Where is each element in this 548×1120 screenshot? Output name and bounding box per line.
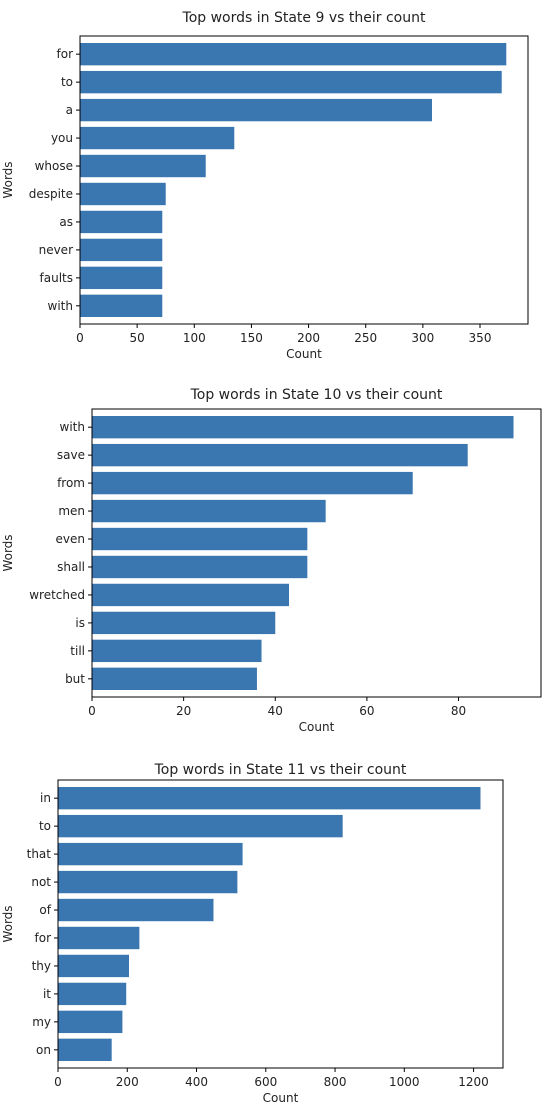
plot-frame [79,35,529,325]
bar-not [58,870,238,894]
y-tick-label: for [57,47,74,61]
x-tick-label: 250 [354,331,377,345]
y-tick-label: of [39,903,51,917]
bar-thy [58,954,129,978]
y-tick-label: but [65,672,85,686]
y-tick-label: men [58,504,85,518]
bar-to [80,70,502,94]
y-tick-label: in [40,791,51,805]
bar-my [58,1010,123,1034]
y-tick-label: never [39,243,73,257]
chart-title: Top words in State 9 vs their count [182,10,426,26]
x-tick-label: 60 [359,704,374,718]
x-tick-label: 600 [254,1075,277,1089]
bar-on [58,1038,112,1062]
bar-whose [80,154,206,178]
x-tick-label: 0 [76,331,84,345]
bar-as [80,210,163,234]
bar-to [58,814,343,838]
chart-1: Top words in State 9 vs their count for to… [1,10,529,361]
y-tick-label: not [31,875,51,889]
y-tick-label: to [39,819,51,833]
bar-but [92,667,257,691]
y-tick-label: to [61,75,73,89]
bar-even [92,527,308,551]
y-tick-label: for [35,931,52,945]
y-tick-label: with [60,420,85,434]
bar-despite [80,182,166,206]
chart-2: Top words in State 10 vs their count with… [1,387,542,734]
bar-men [92,499,326,523]
y-tick-label: it [43,987,51,1001]
x-tick-label: 40 [268,704,283,718]
x-axis-label: Count [286,347,322,361]
x-tick-label: 350 [469,331,492,345]
y-axis-label: Words [1,905,15,942]
x-tick-label: 150 [240,331,263,345]
x-tick-label: 100 [183,331,206,345]
bar-for [80,42,507,66]
chart-title: Top words in State 10 vs their count [190,387,443,403]
bar-of [58,898,214,922]
y-tick-label: is [75,616,85,630]
y-tick-label: even [56,532,85,546]
chart-title: Top words in State 11 vs their count [154,762,407,778]
x-tick-label: 400 [185,1075,208,1089]
y-tick-label: you [51,131,73,145]
x-axis-label: Count [299,720,335,734]
y-axis-label: Words [1,161,15,198]
x-tick-label: 300 [411,331,434,345]
y-tick-label: from [57,476,85,490]
y-tick-label: shall [57,560,85,574]
x-tick-label: 200 [297,331,320,345]
x-tick-label: 0 [88,704,96,718]
bar-a [80,98,432,122]
bar-with [92,415,514,439]
bar-in [58,786,481,810]
chart-3: Top words in State 11 vs their count in to… [1,762,504,1105]
bar-shall [92,555,308,579]
bar-wretched [92,583,290,607]
bar-faults [80,266,163,290]
bar-save [92,443,468,467]
x-axis-label: Count [263,1091,299,1105]
plot-frame [91,408,542,698]
plot-frame [57,779,504,1069]
y-tick-label: as [59,215,73,229]
x-tick-label: 20 [176,704,191,718]
y-tick-label: despite [29,187,73,201]
y-tick-label: that [27,847,52,861]
y-tick-label: my [32,1015,51,1029]
bar-that [58,842,243,866]
y-tick-label: till [70,644,85,658]
x-tick-label: 1200 [458,1075,489,1089]
y-tick-label: on [36,1043,51,1057]
x-tick-label: 50 [130,331,145,345]
x-tick-label: 80 [451,704,466,718]
y-tick-label: thy [32,959,51,973]
y-tick-label: with [48,299,73,313]
bar-it [58,982,127,1006]
y-tick-label: faults [40,271,73,285]
bar-from [92,471,413,495]
y-tick-label: whose [35,159,73,173]
bar-you [80,126,235,150]
bar-till [92,639,262,663]
y-tick-label: wretched [29,588,85,602]
x-tick-label: 0 [54,1075,62,1089]
bar-with [80,294,163,318]
bar-never [80,238,163,262]
y-tick-label: a [66,103,73,117]
x-tick-label: 200 [116,1075,139,1089]
bar-for [58,926,140,950]
x-tick-label: 800 [324,1075,347,1089]
x-tick-label: 1000 [389,1075,420,1089]
bar-is [92,611,276,635]
y-tick-label: save [57,448,85,462]
y-axis-label: Words [1,534,15,571]
